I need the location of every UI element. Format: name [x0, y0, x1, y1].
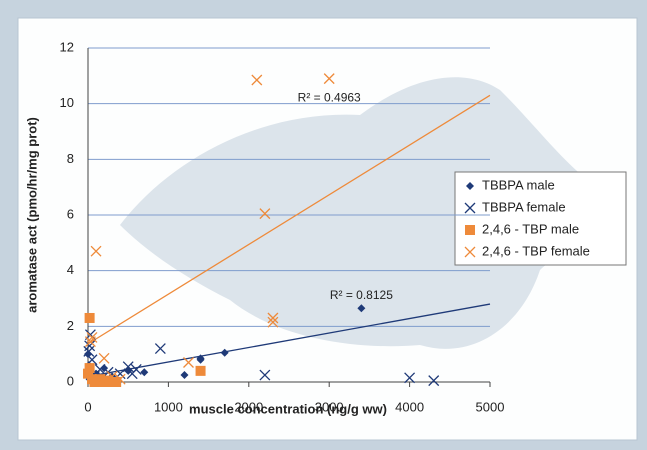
- point: [251, 74, 263, 86]
- y-tick-label: 2: [67, 318, 74, 333]
- point: [140, 368, 149, 377]
- legend-label: TBBPA female: [482, 199, 566, 214]
- r-squared-label: R² = 0.4963: [298, 90, 361, 104]
- legend-label: 2,4,6 - TBP male: [482, 221, 579, 236]
- point: [94, 364, 106, 375]
- trendline: [87, 303, 491, 378]
- y-axis-label: aromatase act (pmo/hr/mg prot): [24, 117, 39, 313]
- legend-label: TBBPA male: [482, 177, 555, 192]
- y-tick-label: 4: [67, 262, 74, 277]
- point: [180, 371, 189, 380]
- point: [94, 373, 106, 385]
- x-tick-label: 2000: [234, 399, 263, 414]
- point: [259, 208, 271, 220]
- legend: [454, 171, 627, 266]
- x-tick-label: 3000: [315, 399, 344, 414]
- point: [90, 245, 102, 257]
- y-tick-label: 0: [67, 373, 74, 388]
- x-tick-label: 1000: [154, 399, 183, 414]
- y-tick-label: 6: [67, 206, 74, 221]
- x-tick-label: 4000: [395, 399, 424, 414]
- point: [84, 363, 95, 374]
- y-tick-label: 8: [67, 151, 74, 166]
- x-tick-label: 0: [84, 399, 91, 414]
- point: [267, 316, 279, 328]
- point: [84, 312, 95, 323]
- point: [183, 357, 194, 368]
- y-tick-label: 12: [60, 39, 74, 54]
- point: [98, 352, 110, 364]
- point: [220, 348, 229, 357]
- legend-marker: [464, 202, 476, 214]
- point: [106, 370, 118, 382]
- x-tick-label: 5000: [476, 399, 505, 414]
- point: [357, 304, 366, 313]
- point: [114, 368, 126, 380]
- legend-marker: [464, 246, 476, 258]
- point: [259, 369, 271, 381]
- point: [323, 73, 335, 85]
- point: [86, 354, 98, 366]
- point: [195, 365, 206, 376]
- x-axis-label: muscle concentration (ng/g ww): [189, 401, 387, 416]
- point: [122, 361, 134, 373]
- point: [114, 373, 126, 385]
- background-fish: [120, 77, 625, 349]
- point: [111, 377, 122, 387]
- r-squared-label: R² = 0.8125: [330, 288, 393, 302]
- point: [130, 364, 142, 375]
- legend-marker: [465, 225, 475, 235]
- point: [89, 377, 100, 387]
- point: [84, 336, 96, 348]
- point: [404, 372, 416, 384]
- point: [267, 312, 279, 324]
- point: [196, 355, 205, 364]
- point: [83, 345, 95, 357]
- point: [154, 343, 166, 355]
- trendline: [87, 94, 491, 345]
- point: [428, 375, 440, 387]
- legend-marker: [466, 182, 474, 190]
- point: [83, 368, 93, 379]
- y-tick-label: 10: [60, 95, 74, 110]
- legend-label: 2,4,6 - TBP female: [482, 243, 590, 258]
